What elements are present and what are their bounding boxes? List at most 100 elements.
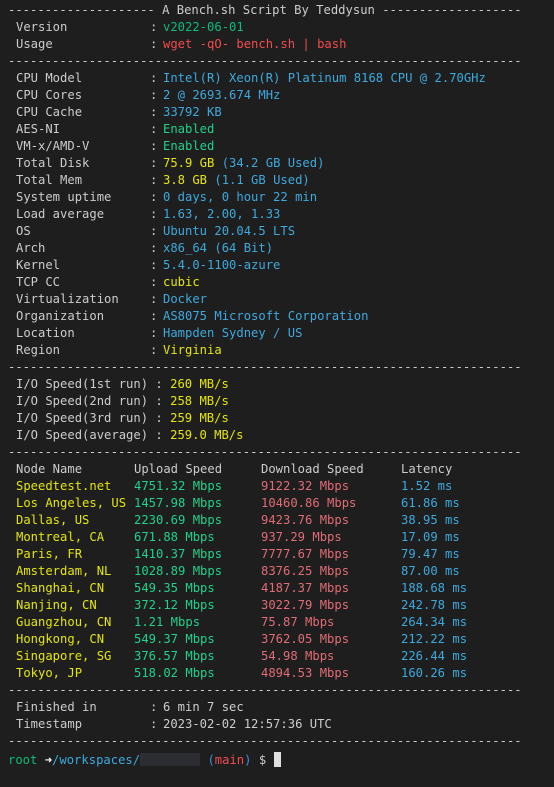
table-cell: 3762.05 Mbps [261,632,350,646]
info-key: I/O Speed(2nd run) [16,394,149,408]
info-colon: : [150,156,158,170]
info-colon: : [150,139,158,153]
info-colon: : [155,377,163,391]
info-colon: : [150,258,158,272]
footer-line: Finished in:6 min 7 sec [16,699,244,716]
io-speed-line: I/O Speed(average) : 259.0 MB/s [16,427,243,444]
info-value: x86_64 (64 Bit) [163,241,274,255]
table-cell: 1457.98 Mbps [134,496,223,510]
table-row: Speedtest.net 4751.32 Mbps 9122.32 Mbps 1.5… [16,478,452,495]
text-cursor[interactable] [273,752,281,767]
separator-text: ----------------------------------------… [8,683,522,697]
table-cell: 242.78 ms [401,598,468,612]
table-cell: 1410.37 Mbps [134,547,223,561]
table-cell: 75.87 Mbps [261,615,335,629]
info-colon: : [150,717,158,731]
info-value: 75.9 GB [163,156,215,170]
info-key: VM-x/AMD-V [16,139,90,153]
info-colon: : [150,275,158,289]
table-header-cell: Upload Speed [134,462,223,476]
info-colon: : [150,700,158,714]
info-value: 260 MB/s [170,377,229,391]
table-cell: 549.35 Mbps [134,581,215,595]
table-cell: 2230.69 Mbps [134,513,223,527]
system-info-line: VM-x/AMD-V: Enabled [16,138,214,155]
table-cell: 937.29 Mbps [261,530,342,544]
table-row: Dallas, US 2230.69 Mbps 9423.76 Mbps 38.95 … [16,512,460,529]
table-cell: Nanjing, CN [16,598,97,612]
prompt-arrow-icon: ➜ [44,753,53,767]
info-value: (1.1 GB Used) [207,173,310,187]
info-value: 2023-02-02 12:57:36 UTC [163,717,332,731]
prompt-path: /workspaces/ [52,753,141,767]
separator-line: ----------------------------------------… [8,53,522,70]
info-value: (34.2 GB Used) [214,156,325,170]
system-info-line: Kernel:5.4.0-1100-azure [16,257,280,274]
system-info-line: CPU Model: Intel(R) Xeon(R) Platinum 8168… [16,70,486,87]
info-value: Docker [163,292,208,306]
info-key: Usage [16,37,53,51]
table-cell: 79.47 ms [401,547,460,561]
info-value: 5.4.0-1100-azure [163,258,281,272]
info-value: 6 min 7 sec [163,700,244,714]
io-speed-line: I/O Speed(3rd run) : 259 MB/s [16,410,229,427]
separator-text: ----------------------------------------… [8,360,522,374]
info-value: 0 days, 0 hour 22 min [163,190,318,204]
info-key: Kernel [16,258,61,272]
info-value: 33792 KB [163,105,222,119]
header-line: Usage: wget -qO- bench.sh | bash [16,36,346,53]
table-cell: Los Angeles, US [16,496,127,510]
table-cell: 1.52 ms [401,479,453,493]
info-value: wget -qO- bench.sh | bash [163,37,347,51]
table-cell: Amsterdam, NL [16,564,112,578]
info-key: I/O Speed(1st run) [16,377,149,391]
info-value: 258 MB/s [170,394,229,408]
info-value: cubic [163,275,200,289]
table-cell: 1028.89 Mbps [134,564,223,578]
table-cell: Guangzhou, CN [16,615,112,629]
system-info-line: Location: Hampden Sydney / US [16,325,302,342]
footer-line: Timestamp:2023-02-02 12:57:36 UTC [16,716,332,733]
info-value: Enabled [163,122,215,136]
info-key: Total Disk [16,156,90,170]
table-cell: 4187.37 Mbps [261,581,350,595]
info-key: Load average [16,207,105,221]
shell-prompt[interactable]: root ➜/workspaces/ (main) $ [8,752,281,769]
info-key: CPU Cache [16,105,83,119]
system-info-line: Arch: x86_64 (64 Bit) [16,240,273,257]
separator-line: ----------------------------------------… [8,733,522,750]
table-row: Los Angeles, US 1457.98 Mbps 10460.86 Mbps… [16,495,460,512]
info-key: System uptime [16,190,112,204]
table-row: Guangzhou, CN 1.21 Mbps 75.87 Mbps 264.34 m… [16,614,467,631]
separator-text: ----------------------------------------… [8,445,522,459]
info-key: Version [16,20,68,34]
separator-text: -------------------- A Bench.sh Script B… [8,3,522,17]
info-value: 2 @ 2693.674 MHz [163,88,281,102]
info-colon: : [155,428,163,442]
table-cell: 7777.67 Mbps [261,547,350,561]
table-cell: 8376.25 Mbps [261,564,350,578]
table-header-cell: Download Speed [261,462,364,476]
info-key: AES-NI [16,122,61,136]
info-key: Location [16,326,75,340]
system-info-line: Region: Virginia [16,342,222,359]
table-cell: 61.86 ms [401,496,460,510]
info-key: Arch [16,241,46,255]
table-cell: 226.44 ms [401,649,468,663]
system-info-line: CPU Cache:33792 KB [16,104,222,121]
info-value: 3.8 GB [163,173,208,187]
info-key: CPU Cores [16,88,83,102]
table-cell: 212.22 ms [401,632,468,646]
info-key: Finished in [16,700,97,714]
table-cell: 54.98 Mbps [261,649,335,663]
info-colon: : [150,122,158,136]
table-cell: Hongkong, CN [16,632,105,646]
table-row: Montreal, CA 671.88 Mbps 937.29 Mbps 17.09 … [16,529,460,546]
header-line: Version: v2022-06-01 [16,19,244,36]
table-cell: Montreal, CA [16,530,105,544]
info-colon: : [150,71,158,85]
info-key: I/O Speed(average) [16,428,149,442]
table-row: Hongkong, CN 549.37 Mbps 3762.05 Mbps 212.2… [16,631,467,648]
info-key: Organization [16,309,105,323]
